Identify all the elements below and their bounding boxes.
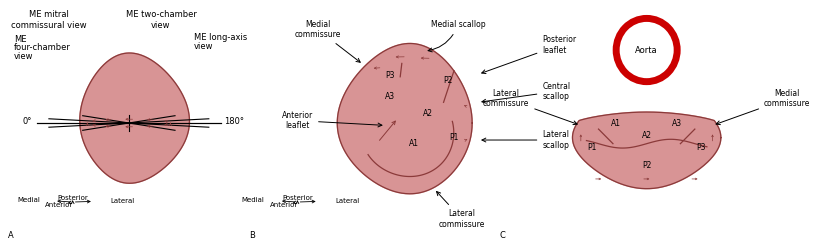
Text: view: view: [194, 42, 213, 51]
Text: Lateral: Lateral: [110, 198, 135, 204]
Text: Lateral: Lateral: [335, 198, 359, 204]
Text: P3: P3: [385, 71, 394, 80]
Text: A3: A3: [384, 92, 395, 101]
Text: Posterior: Posterior: [57, 195, 88, 201]
Text: P3: P3: [697, 143, 706, 152]
Text: Medial scallop: Medial scallop: [428, 20, 486, 52]
Text: Anterior: Anterior: [45, 202, 73, 209]
Polygon shape: [80, 53, 189, 183]
Text: A2: A2: [423, 109, 432, 118]
Text: B: B: [249, 231, 255, 240]
Ellipse shape: [628, 31, 665, 69]
Text: Posterior
leaflet: Posterior leaflet: [481, 35, 576, 74]
Text: view: view: [14, 52, 33, 61]
Text: A1: A1: [409, 139, 419, 148]
Text: P1: P1: [450, 133, 459, 142]
Text: Medial: Medial: [17, 197, 40, 203]
Text: ME mitral: ME mitral: [29, 10, 69, 19]
Text: P2: P2: [444, 76, 453, 85]
Text: view: view: [151, 21, 171, 30]
Text: Posterior: Posterior: [282, 195, 313, 201]
Text: 0°: 0°: [22, 117, 32, 126]
Text: commissural view: commissural view: [11, 21, 86, 30]
Text: Medial
commissure: Medial commissure: [716, 89, 810, 125]
Text: A1: A1: [611, 119, 621, 127]
Text: P1: P1: [588, 143, 596, 152]
Text: A: A: [7, 231, 13, 240]
Text: A3: A3: [672, 119, 682, 127]
Text: Anterior: Anterior: [269, 202, 298, 209]
Text: Lateral
commissure: Lateral commissure: [437, 191, 486, 229]
Text: Medial: Medial: [242, 197, 264, 203]
Text: A2: A2: [641, 131, 652, 140]
Text: ME: ME: [14, 35, 27, 44]
Text: P2: P2: [642, 161, 651, 170]
Polygon shape: [337, 44, 472, 194]
Text: C: C: [499, 231, 506, 240]
Text: ME long-axis: ME long-axis: [194, 33, 247, 42]
Text: Medial
commissure: Medial commissure: [295, 20, 360, 62]
Text: Lateral
commissure: Lateral commissure: [483, 89, 577, 125]
Text: Anterior
leaflet: Anterior leaflet: [282, 111, 382, 130]
Text: Central
scallop: Central scallop: [482, 82, 570, 103]
Text: ME two-chamber: ME two-chamber: [126, 10, 197, 19]
Polygon shape: [573, 112, 721, 189]
Text: four-chamber: four-chamber: [14, 43, 71, 52]
Text: 180°: 180°: [224, 117, 244, 126]
Text: Aorta: Aorta: [636, 46, 658, 55]
Text: Lateral
scallop: Lateral scallop: [482, 130, 570, 150]
